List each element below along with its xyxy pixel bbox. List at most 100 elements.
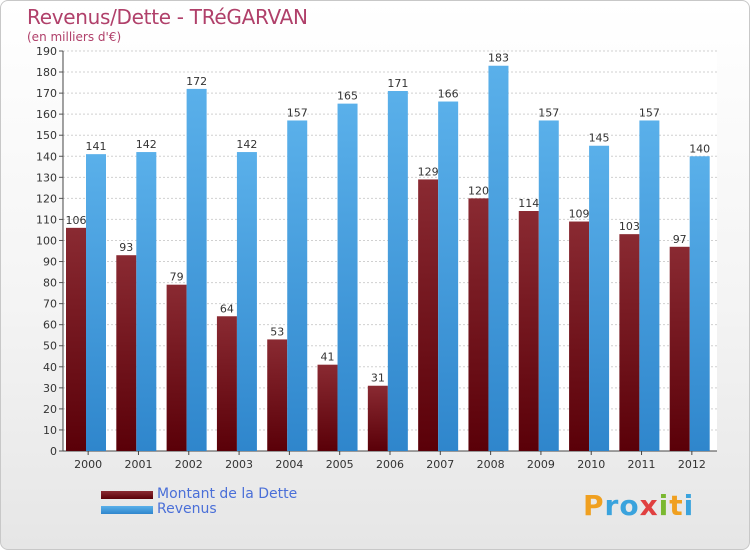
data-label-revenue: 172 [186, 75, 207, 88]
x-tick-label: 2001 [124, 458, 152, 471]
x-tick-label: 2005 [326, 458, 354, 471]
legend-swatch-revenue [101, 506, 153, 514]
bar-revenue-2011 [639, 120, 660, 451]
data-label-revenue: 171 [387, 77, 408, 90]
y-tick-label: 150 [36, 129, 57, 142]
x-tick-label: 2006 [376, 458, 404, 471]
bar-debt-2005 [317, 364, 338, 451]
x-tick-label: 2007 [426, 458, 454, 471]
logo-letter: x [639, 489, 659, 522]
y-tick-label: 100 [36, 234, 57, 247]
data-label-revenue: 157 [639, 106, 660, 119]
data-label-debt: 93 [119, 241, 133, 254]
data-label-debt: 103 [619, 220, 640, 233]
bar-debt-2001 [116, 255, 137, 451]
bar-revenue-2010 [589, 145, 610, 451]
logo-letter: t [669, 489, 684, 522]
x-tick-label: 2012 [678, 458, 706, 471]
bar-debt-2007 [418, 179, 439, 451]
data-label-debt: 114 [518, 197, 539, 210]
data-label-debt: 79 [170, 271, 184, 284]
chart-subtitle: (en milliers d'€) [27, 30, 122, 44]
x-tick-label: 2000 [74, 458, 102, 471]
y-tick-label: 60 [43, 319, 57, 332]
bar-revenue-2001 [136, 152, 157, 452]
y-tick-label: 180 [36, 66, 57, 79]
y-tick-label: 10 [43, 424, 57, 437]
y-tick-label: 80 [43, 277, 57, 290]
chart-title: Revenus/Dette - TRéGARVAN [27, 5, 308, 29]
bar-revenue-2012 [689, 156, 710, 451]
logo-letter: o [619, 489, 640, 522]
y-tick-label: 130 [36, 171, 57, 184]
data-label-debt: 31 [371, 372, 385, 385]
bar-debt-2010 [569, 221, 590, 451]
data-label-revenue: 140 [689, 142, 710, 155]
y-tick-label: 70 [43, 298, 57, 311]
data-label-revenue: 157 [287, 106, 308, 119]
bar-revenue-2007 [438, 101, 459, 452]
x-tick-label: 2004 [275, 458, 303, 471]
data-label-revenue: 166 [438, 88, 459, 101]
x-tick-label: 2011 [628, 458, 656, 471]
data-label-revenue: 145 [589, 132, 610, 145]
y-tick-label: 90 [43, 256, 57, 269]
logo-letter: i [683, 489, 695, 522]
y-tick-label: 20 [43, 403, 57, 416]
y-tick-label: 0 [50, 445, 57, 458]
y-tick-label: 140 [36, 150, 57, 163]
data-label-debt: 106 [66, 214, 87, 227]
x-tick-label: 2009 [527, 458, 555, 471]
bar-revenue-2005 [337, 103, 358, 451]
y-tick-label: 120 [36, 192, 57, 205]
data-label-revenue: 165 [337, 90, 358, 103]
legend-swatch-debt [101, 491, 153, 499]
bar-debt-2012 [669, 246, 690, 451]
y-tick-label: 50 [43, 340, 57, 353]
proxiti-logo: Proxiti [583, 489, 694, 522]
y-tick-label: 110 [36, 213, 57, 226]
bar-revenue-2009 [538, 120, 559, 451]
y-tick-label: 170 [36, 87, 57, 100]
bar-debt-2000 [66, 227, 86, 451]
x-tick-label: 2002 [175, 458, 203, 471]
bar-revenue-2008 [488, 65, 509, 451]
data-label-revenue: 142 [236, 138, 257, 151]
bar-debt-2004 [267, 339, 288, 451]
data-label-debt: 64 [220, 302, 234, 315]
x-tick-label: 2010 [577, 458, 605, 471]
data-label-revenue: 142 [136, 138, 157, 151]
bar-debt-2002 [166, 284, 187, 451]
data-label-debt: 129 [418, 165, 439, 178]
bar-debt-2003 [216, 316, 237, 451]
legend-label-revenue: Revenus [157, 501, 217, 517]
bar-debt-2008 [468, 198, 489, 451]
bar-revenue-2000 [86, 154, 106, 451]
data-label-revenue: 183 [488, 52, 509, 65]
data-label-revenue: 157 [538, 106, 559, 119]
x-tick-label: 2003 [225, 458, 253, 471]
bar-revenue-2004 [287, 120, 308, 451]
data-label-debt: 120 [468, 184, 489, 197]
bar-revenue-2002 [186, 88, 207, 451]
data-label-debt: 41 [321, 351, 335, 364]
bar-debt-2006 [367, 385, 388, 451]
bar-revenue-2006 [387, 91, 408, 451]
bar-debt-2009 [518, 211, 539, 451]
logo-letter: r [604, 489, 620, 522]
data-label-debt: 109 [569, 208, 590, 221]
y-tick-label: 30 [43, 382, 57, 395]
data-label-debt: 53 [270, 325, 284, 338]
y-tick-label: 40 [43, 361, 57, 374]
bar-debt-2011 [619, 234, 640, 451]
data-label-revenue: 141 [86, 140, 107, 153]
y-tick-label: 190 [36, 45, 57, 58]
y-tick-label: 160 [36, 108, 57, 121]
x-tick-label: 2008 [477, 458, 505, 471]
logo-letter: i [658, 489, 670, 522]
legend-label-debt: Montant de la Dette [157, 486, 298, 502]
data-label-debt: 97 [673, 233, 687, 246]
bar-revenue-2003 [236, 152, 257, 452]
